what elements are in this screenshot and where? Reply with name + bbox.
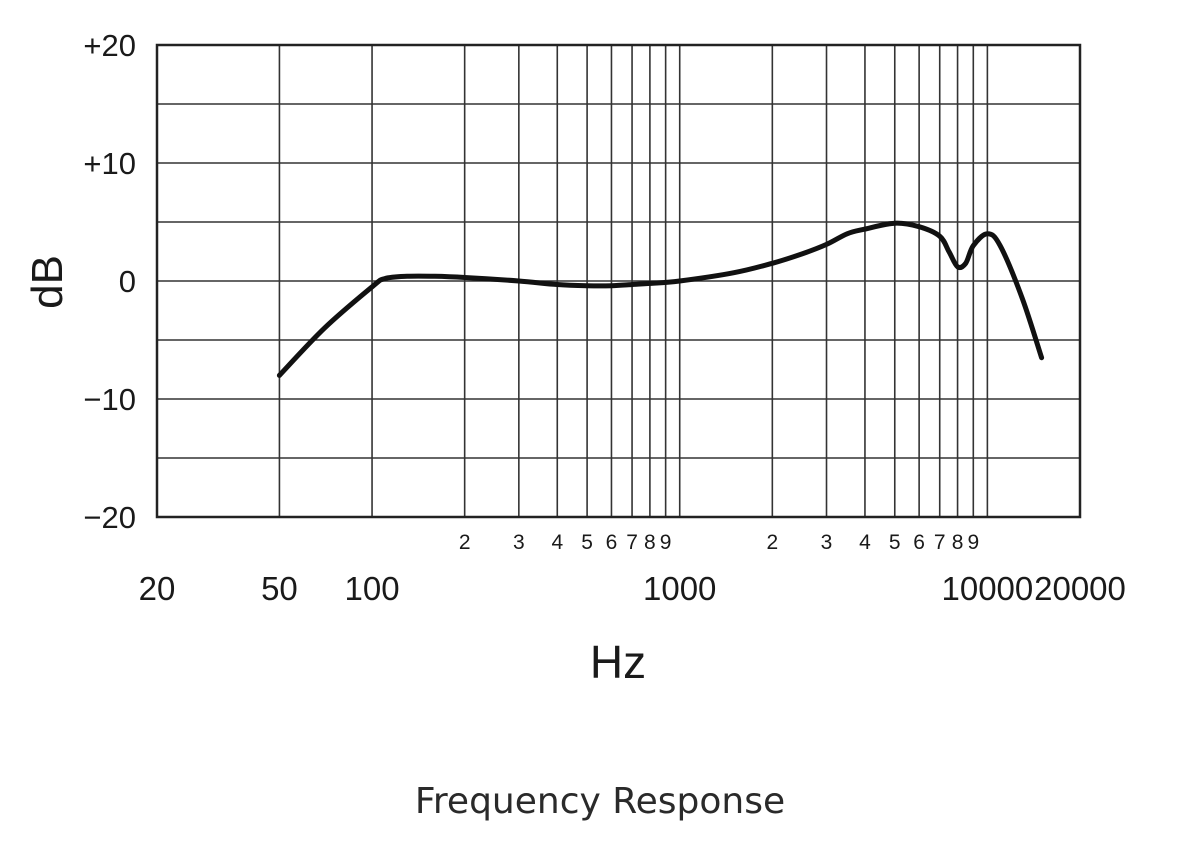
x-minor-tick-label: 3 [513, 531, 525, 554]
x-minor-tick-label: 2 [459, 531, 471, 554]
x-minor-tick-label: 9 [967, 531, 979, 554]
x-minor-tick-label: 4 [859, 531, 871, 554]
x-minor-tick-label: 6 [606, 531, 618, 554]
y-tick-label: −10 [83, 382, 136, 417]
y-tick-label: +20 [83, 28, 136, 63]
x-major-tick-label: 20 [139, 570, 176, 607]
y-axis-label: dB [23, 255, 72, 309]
x-minor-tick-label: 8 [952, 531, 964, 554]
chart-title: Frequency Response [415, 781, 785, 822]
x-minor-tick-label: 2 [766, 531, 778, 554]
plot-frame [155, 43, 1082, 519]
x-minor-tick-label: 7 [934, 531, 946, 554]
response-curve [276, 220, 1045, 378]
x-minor-tick-label: 6 [913, 531, 925, 554]
x-minor-tick-label: 3 [821, 531, 833, 554]
x-minor-tick-label: 4 [551, 531, 563, 554]
y-tick-label: +10 [83, 146, 136, 181]
x-major-tick-label: 1000 [643, 570, 716, 607]
grid [157, 44, 1080, 518]
y-tick-label: −20 [83, 500, 136, 535]
x-major-tick-label: 50 [261, 570, 298, 607]
y-axis-ticks: +20 +10 0 −10 −20 [83, 28, 136, 535]
x-minor-tick-label: 7 [626, 531, 638, 554]
x-axis-label: Hz [590, 636, 646, 688]
y-tick-label: 0 [119, 264, 136, 299]
x-major-tick-label: 20000 [1034, 570, 1126, 607]
x-major-tick-label: 10000 [942, 570, 1034, 607]
x-minor-tick-label: 8 [644, 531, 656, 554]
x-major-tick-label: 100 [345, 570, 400, 607]
x-minor-tick-label: 9 [660, 531, 672, 554]
x-minor-tick-label: 5 [581, 531, 593, 554]
x-minor-tick-label: 5 [889, 531, 901, 554]
